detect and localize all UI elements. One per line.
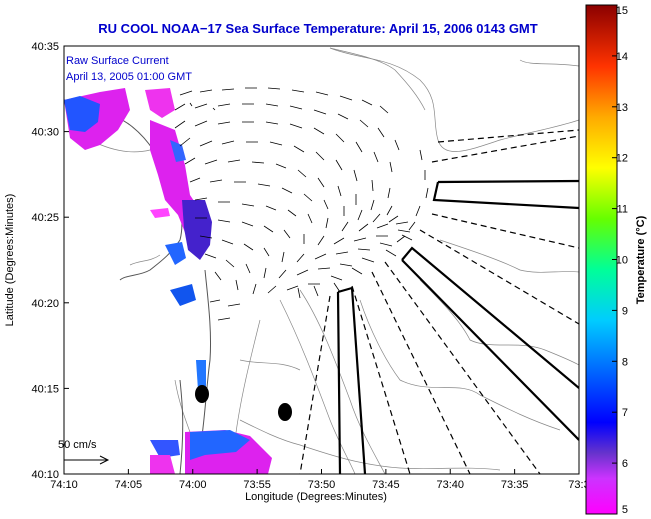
y-tick-label: 40:15	[31, 383, 59, 395]
colorbar-label: Temperature (°C)	[635, 215, 647, 304]
y-axis-ticks: 40:35 40:30 40:25 40:20 40:15 40:10	[31, 41, 69, 481]
colorbar-tick-label: 10	[616, 255, 628, 267]
colorbar-tick-label: 11	[617, 204, 628, 216]
y-tick-label: 40:20	[31, 298, 59, 310]
station-marker	[278, 403, 292, 421]
colorbar-tick-label: 5	[622, 504, 628, 516]
transect-lines	[299, 129, 579, 474]
colorbar-tick-label: 8	[622, 356, 628, 368]
y-tick-label: 40:10	[31, 469, 59, 481]
current-vector-field	[174, 87, 429, 321]
sst-patches	[64, 88, 272, 474]
vector-scale-arrow	[64, 455, 110, 465]
y-tick-label: 40:35	[31, 41, 59, 53]
y-axis-label: Latitude (Degrees:Minutes)	[4, 194, 16, 327]
x-tick-label: 74:05	[115, 479, 143, 491]
map-panel	[64, 46, 579, 474]
station-marker	[195, 385, 209, 403]
x-tick-label: 74:10	[50, 479, 78, 491]
colorbar-tick-label: 12	[616, 153, 628, 165]
colorbar-tick-label: 14	[616, 51, 628, 63]
temperature-colorbar: 15 14 13 12 11 10 9 8 7 6 5 Temperature (°C)	[585, 4, 647, 516]
x-tick-label: 73:50	[308, 479, 336, 491]
colorbar-tick-label: 7	[622, 407, 628, 419]
figure-title: RU COOL NOAA−17 Sea Surface Temperature:…	[98, 21, 537, 36]
x-tick-label: 73:55	[243, 479, 271, 491]
x-tick-label: 73:40	[436, 479, 464, 491]
scale-label: 50 cm/s	[58, 439, 97, 451]
legend-line-1: Raw Surface Current	[66, 55, 169, 67]
legend-line-2: April 13, 2005 01:00 GMT	[66, 71, 192, 83]
x-tick-label: 73:3	[568, 479, 589, 491]
x-tick-label: 73:35	[501, 479, 529, 491]
station-markers	[195, 385, 292, 421]
colorbar-tick-label: 15	[616, 5, 628, 17]
colorbar-tick-label: 6	[622, 458, 628, 470]
x-tick-label: 74:00	[179, 479, 207, 491]
colorbar-tick-label: 9	[622, 305, 628, 317]
colorbar-tick-label: 13	[616, 102, 628, 114]
colorbar-ticks: 15 14 13 12 11 10 9 8 7 6 5	[612, 4, 628, 516]
x-axis-label: Longitude (Degrees:Minutes)	[245, 491, 387, 503]
x-axis-ticks: 74:10 74:05 74:00 73:55 73:50 73:45 73:40 73:35…	[50, 469, 590, 491]
y-tick-label: 40:25	[31, 212, 59, 224]
x-tick-label: 73:45	[372, 479, 400, 491]
y-tick-label: 40:30	[31, 127, 59, 139]
